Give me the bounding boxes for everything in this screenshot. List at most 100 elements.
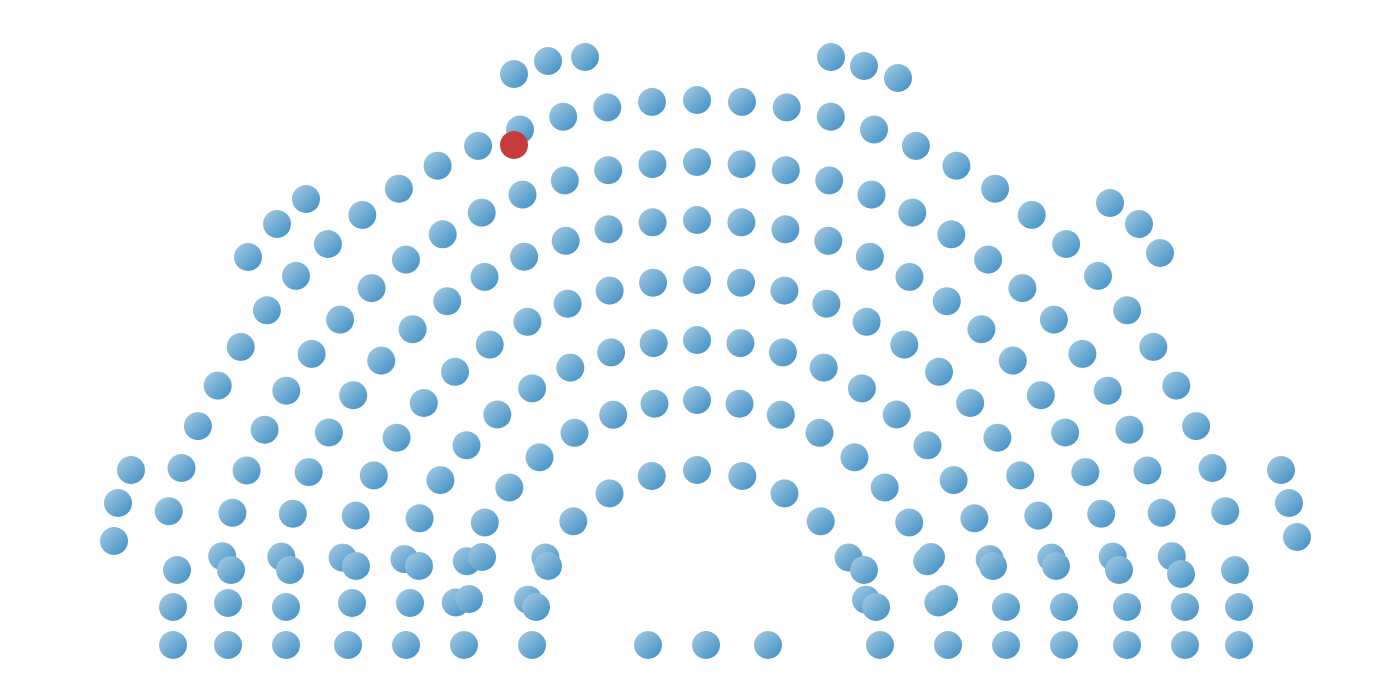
seat: [809, 353, 838, 382]
seat: [901, 131, 930, 160]
seat: [550, 166, 579, 195]
seat: [855, 242, 884, 271]
seat: [518, 631, 546, 659]
seat: [214, 589, 242, 617]
seat: [913, 431, 942, 460]
seat: [683, 386, 711, 414]
seat: [639, 329, 668, 358]
seat: [508, 180, 537, 209]
seat: [1068, 339, 1097, 368]
seat: [981, 174, 1010, 203]
seat: [992, 593, 1020, 621]
seat: [728, 87, 756, 116]
seat: [297, 339, 326, 368]
seat: [640, 389, 669, 418]
seat: [862, 593, 890, 621]
seat: [1105, 556, 1133, 584]
seat: [263, 210, 291, 238]
seat: [470, 508, 499, 537]
seat: [159, 631, 187, 659]
seat: [1113, 631, 1141, 659]
seat: [100, 527, 128, 555]
seat: [1087, 499, 1116, 528]
seat: [754, 631, 782, 659]
seat: [934, 631, 962, 659]
seat: [1006, 461, 1035, 490]
seat: [812, 289, 841, 318]
seat: [1139, 332, 1168, 361]
seat: [725, 389, 754, 418]
seat: [956, 389, 985, 417]
seat: [1024, 501, 1053, 530]
seat: [727, 150, 756, 179]
seat: [475, 330, 504, 359]
seat: [998, 346, 1027, 375]
seat: [278, 499, 307, 528]
seat: [683, 456, 711, 484]
seat: [464, 131, 493, 160]
seat: [860, 115, 888, 144]
seat: [638, 150, 667, 179]
seat: [594, 156, 623, 185]
seat: [359, 461, 388, 490]
seat: [638, 208, 667, 237]
seat: [282, 261, 310, 290]
seat: [692, 631, 720, 659]
seat: [326, 305, 355, 334]
seat: [159, 593, 187, 621]
seat: [1198, 454, 1227, 482]
seat: [396, 589, 424, 617]
seat: [384, 174, 413, 203]
seat: [766, 400, 795, 429]
seat: [510, 242, 539, 271]
seat: [452, 431, 481, 460]
seat: [1052, 230, 1081, 258]
seat: [1146, 239, 1174, 267]
seat: [342, 552, 370, 580]
seat: [840, 443, 869, 472]
seat: [382, 423, 411, 452]
seat: [1051, 418, 1080, 447]
seat: [1113, 593, 1141, 621]
seat: [683, 86, 711, 114]
seat: [890, 330, 919, 359]
seat: [1167, 560, 1195, 588]
seat: [1275, 489, 1303, 517]
seat: [560, 418, 589, 447]
seat: [960, 504, 989, 533]
seat: [549, 102, 578, 131]
seat: [250, 415, 279, 444]
seat: [639, 268, 667, 297]
seat: [1017, 200, 1046, 229]
seat: [470, 262, 499, 291]
seat: [683, 266, 711, 294]
seat: [895, 508, 924, 537]
seat: [183, 412, 212, 441]
seat: [534, 552, 562, 580]
seat: [917, 543, 945, 571]
seat: [518, 374, 547, 403]
seat: [925, 357, 953, 386]
seat: [276, 556, 304, 584]
seat: [727, 268, 755, 297]
seat: [770, 276, 799, 305]
seat: [559, 507, 588, 536]
seat: [441, 357, 469, 386]
seat: [1050, 593, 1078, 621]
seat: [595, 276, 624, 305]
seat: [339, 381, 368, 410]
seat: [1267, 456, 1295, 484]
seat: [1225, 631, 1253, 659]
seat: [398, 315, 427, 344]
seat: [942, 151, 971, 180]
seat: [1039, 305, 1068, 334]
seat: [252, 296, 281, 325]
seat: [405, 552, 433, 580]
seat: [898, 198, 927, 227]
seat: [348, 200, 377, 229]
seat: [405, 504, 434, 533]
seat: [770, 479, 799, 508]
seat: [1050, 631, 1078, 659]
seat: [1147, 498, 1176, 527]
